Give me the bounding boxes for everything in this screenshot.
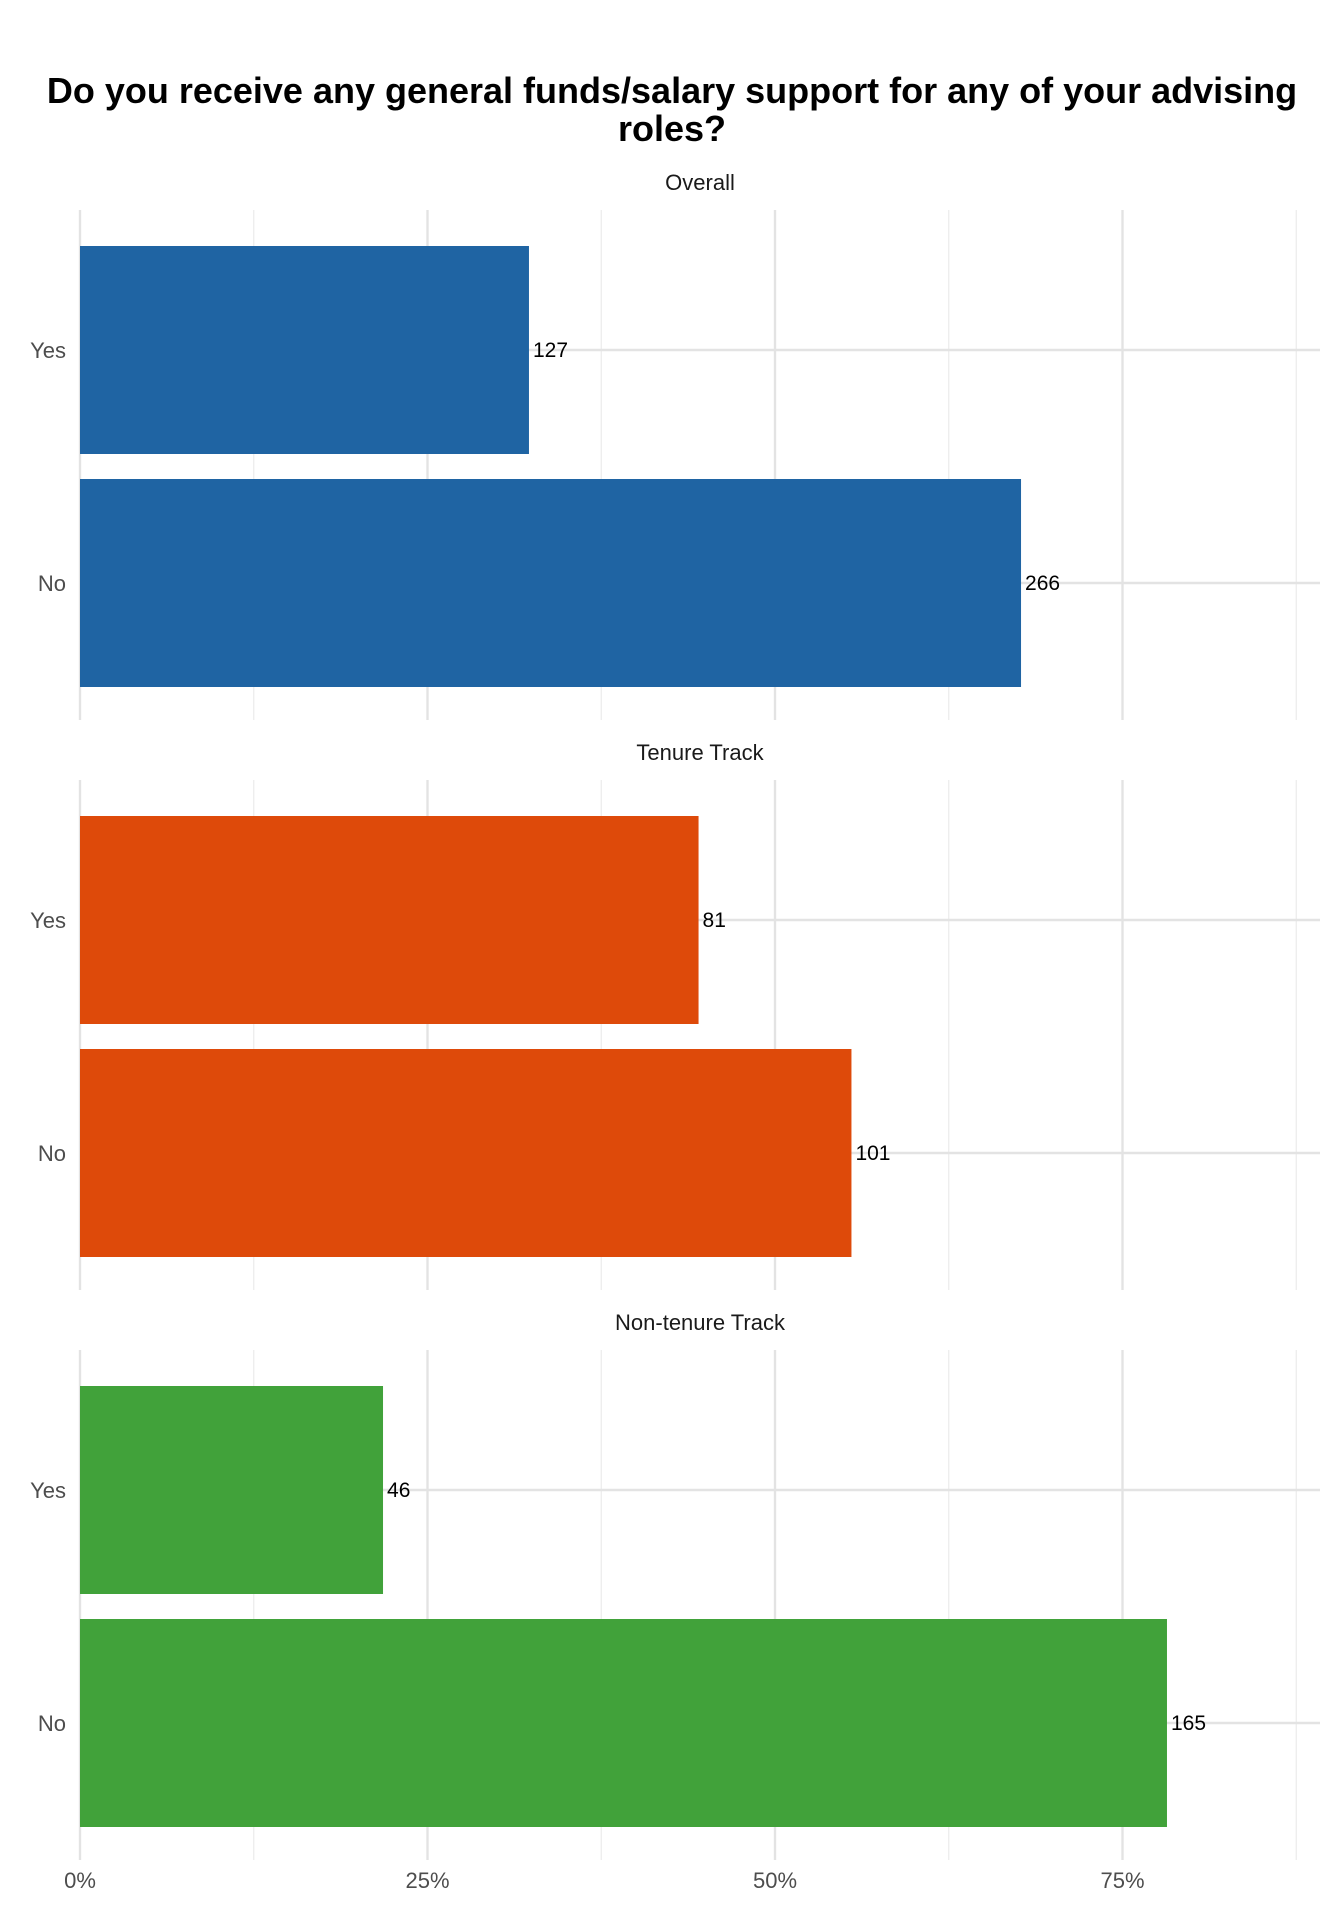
x-tick-label: 50%	[753, 1868, 797, 1893]
bar-tenure-track-yes	[80, 816, 699, 1024]
data-label: 266	[1025, 572, 1060, 595]
bar-non-tenure-track-no	[80, 1619, 1167, 1827]
data-label: 101	[855, 1142, 890, 1165]
bar-overall-no	[80, 479, 1022, 687]
chart-title: Do you receive any general funds/salary …	[46, 70, 1298, 149]
panel-strip-label: Overall	[665, 170, 735, 195]
y-tick-label: No	[38, 571, 66, 596]
y-tick-label: Yes	[30, 908, 66, 933]
y-tick-label: Yes	[30, 338, 66, 363]
panel-strip-label: Non-tenure Track	[615, 1310, 786, 1335]
panel-strip-label: Tenure Track	[636, 740, 764, 765]
data-label: 127	[533, 339, 568, 362]
data-label: 46	[387, 1479, 410, 1502]
bar-tenure-track-no	[80, 1049, 852, 1257]
x-tick-label: 25%	[405, 1868, 449, 1893]
data-label: 81	[703, 909, 726, 932]
data-label: 165	[1171, 1712, 1206, 1735]
y-tick-label: Yes	[30, 1478, 66, 1503]
y-tick-label: No	[38, 1711, 66, 1736]
bar-overall-yes	[80, 246, 529, 454]
bar-non-tenure-track-yes	[80, 1386, 384, 1594]
x-tick-label: 75%	[1100, 1868, 1144, 1893]
x-tick-label: 0%	[64, 1868, 96, 1893]
y-tick-label: No	[38, 1141, 66, 1166]
